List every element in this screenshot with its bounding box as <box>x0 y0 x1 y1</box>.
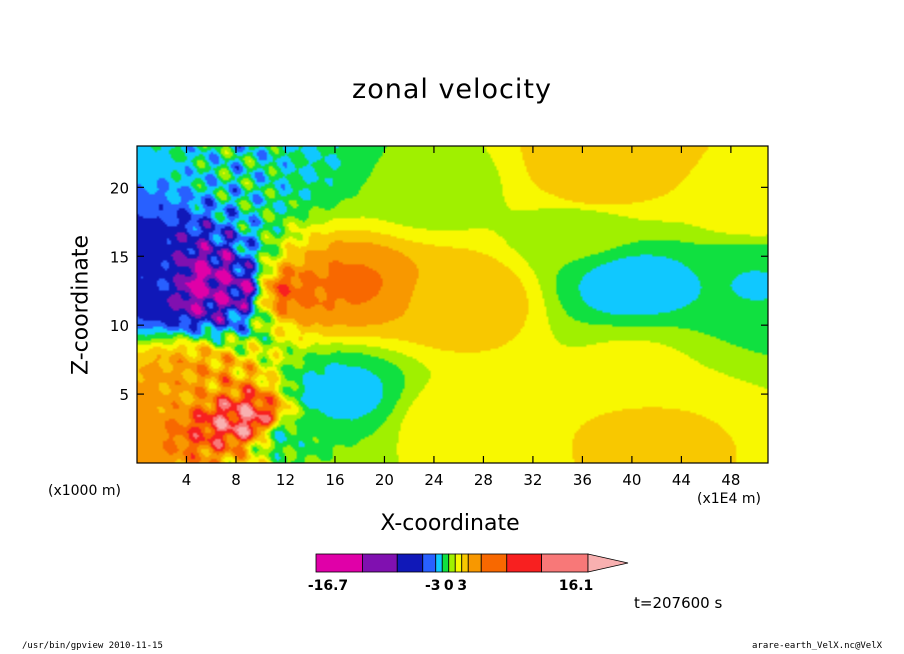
x-tick-label: 24 <box>424 471 443 489</box>
y-tick-label: 10 <box>110 317 129 335</box>
colorbar-segment <box>506 553 542 573</box>
velocity-field <box>137 146 768 463</box>
colorbar-segment <box>396 553 424 573</box>
colorbar-segment <box>541 553 589 573</box>
plot-area <box>137 146 768 463</box>
colorbar-tick-label: 0 <box>443 578 454 594</box>
x-axis-unit-left: (x1000 m) <box>48 483 121 499</box>
footer-file-variable: arare-earth_VelX.nc@VelX <box>752 641 883 651</box>
colorbar <box>315 553 629 573</box>
y-tick-label: 20 <box>110 179 129 197</box>
colorbar-tick-label: -16.7 <box>307 578 349 594</box>
colorbar-segment <box>448 553 456 573</box>
colorbar-segment <box>435 553 443 573</box>
x-tick-label: 12 <box>276 471 295 489</box>
y-axis: 5 10 15 20 <box>110 179 768 404</box>
y-tick-label: 15 <box>110 248 129 266</box>
x-tick-label: 48 <box>721 471 740 489</box>
colorbar-extend-arrow <box>587 553 629 573</box>
y-tick-label: 5 <box>119 386 129 404</box>
y-axis-label: Z-coordinate <box>68 235 94 375</box>
x-tick-label: 36 <box>573 471 592 489</box>
x-axis-label: X-coordinate <box>380 511 520 536</box>
colorbar-segment <box>362 553 398 573</box>
colorbar-segment <box>480 553 508 573</box>
x-tick-label: 40 <box>622 471 641 489</box>
colorbar-segment <box>461 553 469 573</box>
colorbar-tick-label: 3 <box>457 578 468 594</box>
time-label: t=207600 s <box>634 594 723 612</box>
x-tick-label: 44 <box>672 471 691 489</box>
x-tick-label: 4 <box>182 471 192 489</box>
colorbar-segment <box>441 553 450 573</box>
plot-frame <box>136 145 769 464</box>
colorbar-tick-label: 16.1 <box>558 578 594 594</box>
colorbar-segment <box>315 553 363 573</box>
x-tick-label: 8 <box>231 471 241 489</box>
colorbar-segment <box>422 553 437 573</box>
x-axis-unit-right: (x1E4 m) <box>697 491 761 507</box>
chart-title: zonal velocity <box>352 74 552 105</box>
colorbar-segment <box>454 553 463 573</box>
x-tick-label: 28 <box>474 471 493 489</box>
x-tick-label: 20 <box>375 471 394 489</box>
x-axis: 4 8 12 16 20 24 28 32 36 40 44 48 <box>182 146 740 489</box>
colorbar-segment <box>467 553 482 573</box>
x-tick-label: 16 <box>325 471 344 489</box>
footer-program-date: /usr/bin/gpview 2010-11-15 <box>22 641 163 651</box>
colorbar-tick-label: -3 <box>424 578 441 594</box>
x-tick-label: 32 <box>523 471 542 489</box>
